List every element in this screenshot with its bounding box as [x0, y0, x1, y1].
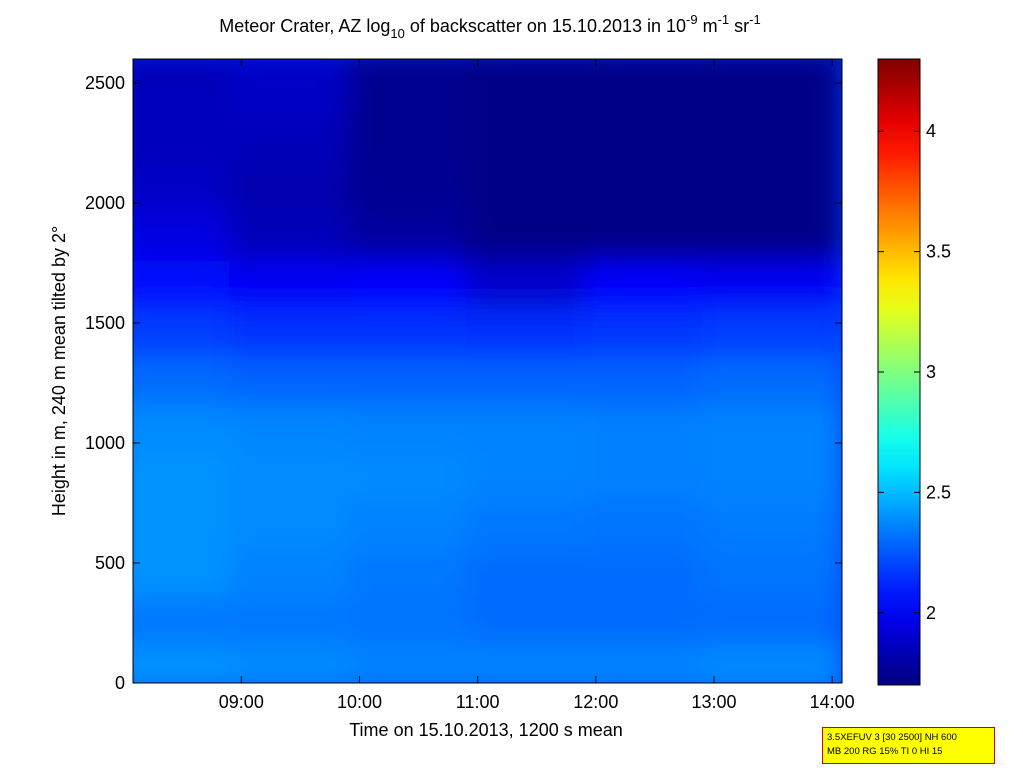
- y-tick-label: 0: [115, 673, 125, 693]
- colorbar-tick-label: 3.5: [926, 242, 951, 262]
- y-axis: 0 500 1000 1500 2000 2500: [85, 73, 842, 693]
- x-tick-label: 13:00: [691, 692, 736, 712]
- title-unit-sr: sr: [729, 16, 749, 36]
- x-tick-label: 14:00: [810, 692, 855, 712]
- heatmap-cells: [133, 59, 842, 683]
- title-sup2: -1: [718, 12, 730, 27]
- info-line-2: MB 200 RG 15% TI 0 HI 15: [827, 746, 943, 757]
- title-sub: 10: [390, 26, 404, 41]
- info-box: 3.5XEFUV 3 [30 2500] NH 600 MB 200 RG 15…: [822, 727, 995, 764]
- title-sup1: -9: [686, 12, 698, 27]
- x-tick-label: 10:00: [337, 692, 382, 712]
- y-tick-label: 500: [95, 553, 125, 573]
- y-axis-label: Height in m, 240 m mean tilted by 2°: [49, 226, 69, 516]
- chart-title: Meteor Crater, AZ log10 of backscatter o…: [219, 12, 760, 41]
- title-prefix: Meteor Crater, AZ log: [219, 16, 390, 36]
- y-tick-label: 1000: [85, 433, 125, 453]
- y-tick-label: 2000: [85, 193, 125, 213]
- heatmap-cell: [702, 59, 842, 117]
- x-axis: 09:00 10:00 11:00 12:00 13:00 14:00: [219, 59, 855, 712]
- colorbar-gradient: [877, 58, 921, 686]
- title-sup3: -1: [749, 12, 761, 27]
- y-tick-label: 2500: [85, 73, 125, 93]
- colorbar: 2 2.5 3 3.5 4: [877, 58, 951, 686]
- title-unit-m: m: [698, 16, 718, 36]
- x-axis-label: Time on 15.10.2013, 1200 s mean: [349, 720, 623, 740]
- colorbar-tick-label: 3: [926, 362, 936, 382]
- x-tick-label: 09:00: [219, 692, 264, 712]
- colorbar-ticks: 2 2.5 3 3.5 4: [878, 121, 951, 623]
- heatmap-plot: [132, 58, 843, 684]
- y-tick-label: 1500: [85, 313, 125, 333]
- colorbar-tick-label: 4: [926, 121, 936, 141]
- info-line-1: 3.5XEFUV 3 [30 2500] NH 600: [827, 732, 957, 743]
- colorbar-tick-label: 2.5: [926, 482, 951, 502]
- colorbar-tick-label: 2: [926, 603, 936, 623]
- plot-frame: [132, 58, 843, 684]
- x-tick-label: 11:00: [456, 692, 500, 712]
- x-tick-label: 12:00: [573, 692, 618, 712]
- title-middle: of backscatter on 15.10.2013 in 10: [405, 16, 686, 36]
